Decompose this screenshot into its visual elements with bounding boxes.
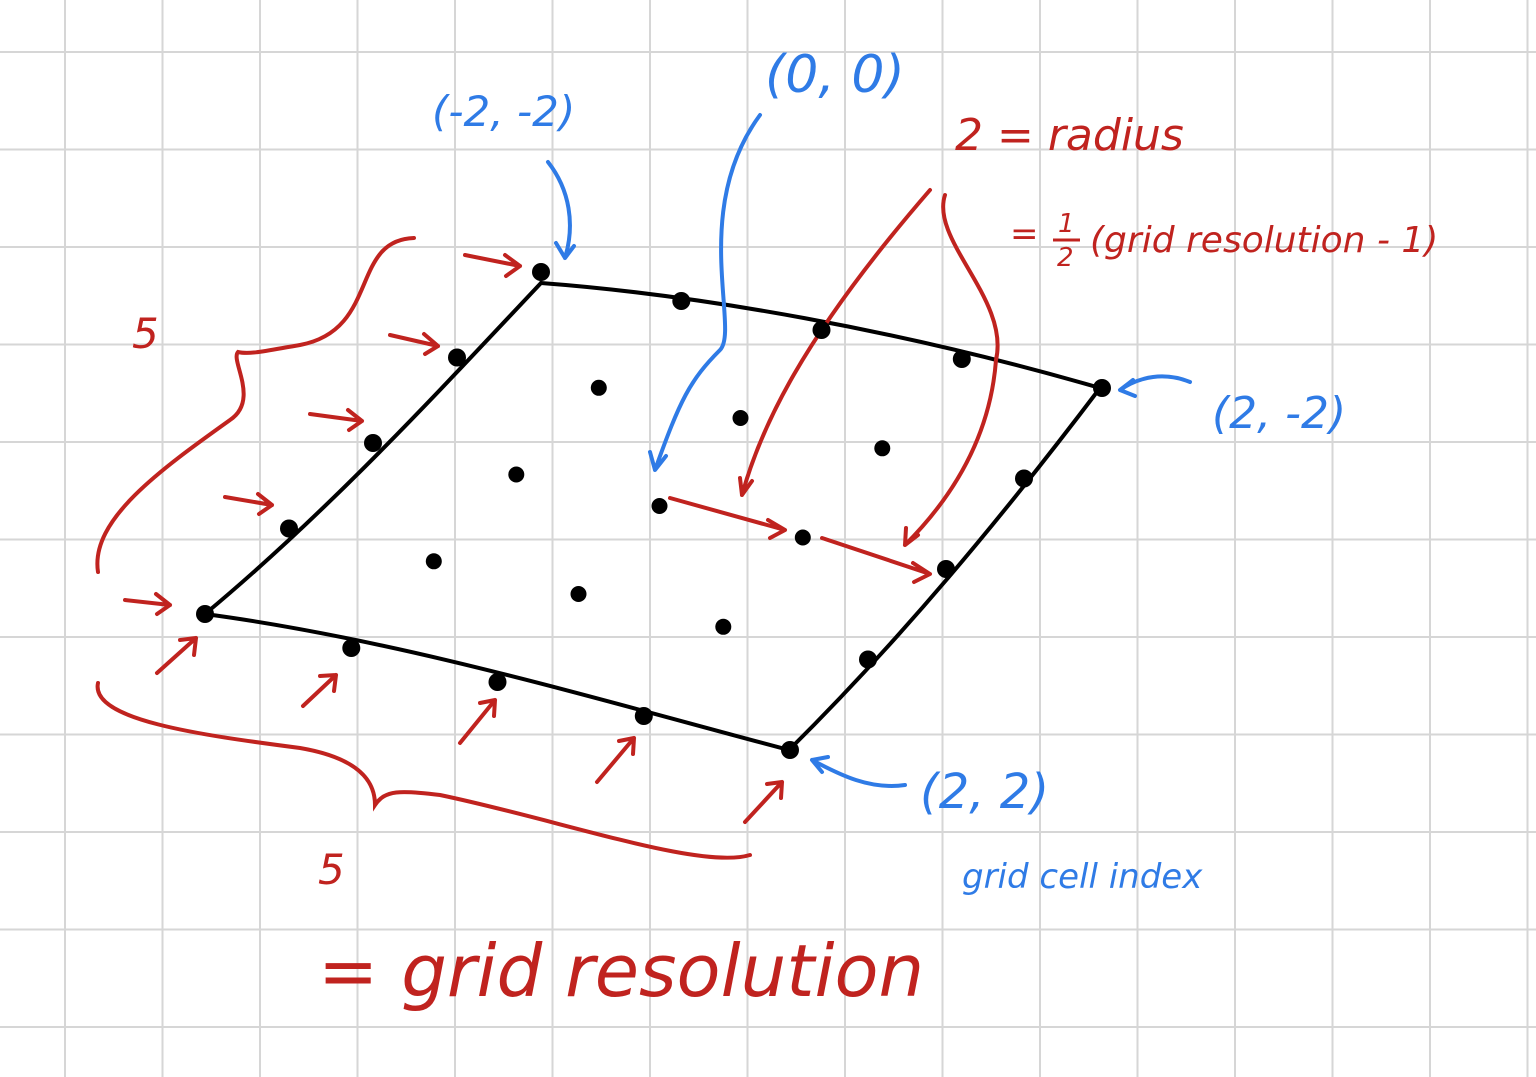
radius-arrows (668, 188, 1000, 584)
bottom-arrow-1 (155, 636, 198, 675)
grid-point (488, 673, 507, 691)
bottom-arrow-3 (458, 698, 497, 745)
radius-pointer-2 (903, 193, 1000, 547)
label-grid-resolution: = grid resolution (318, 929, 924, 1013)
label-count-bottom: 5 (318, 845, 345, 894)
grid-point (794, 529, 811, 546)
grid-point (280, 519, 298, 538)
grid-point (732, 410, 749, 426)
label-corner-top-left: (-2, -2) (432, 87, 575, 136)
grid-point (937, 560, 955, 578)
grid-points (196, 263, 1111, 759)
left-arrow-2 (388, 332, 440, 356)
pointer-top-right (1118, 374, 1192, 398)
radius-step-arrow-1 (668, 496, 787, 540)
grid-point (448, 348, 466, 367)
left-edge-arrows (123, 253, 522, 616)
grid-point (364, 434, 382, 452)
label-formula-equals: = (1010, 214, 1039, 254)
radius-pointer-1 (738, 188, 932, 497)
grid-point (952, 350, 971, 368)
grid-point (859, 650, 877, 669)
label-radius: 2 = radius (955, 110, 1184, 161)
bottom-arrow-5 (743, 780, 784, 824)
label-formula-denominator: 2 (1057, 243, 1074, 273)
radius-step-arrow-2 (820, 536, 932, 584)
bottom-edge-arrows (155, 636, 784, 824)
pointer-center (648, 113, 762, 472)
grid-point (634, 707, 653, 725)
pointer-top-left (546, 160, 576, 260)
outline-left-edge (203, 281, 543, 616)
grid-point (874, 440, 891, 457)
bottom-arrow-2 (301, 673, 338, 708)
grid-point (342, 639, 361, 657)
grid-point (781, 741, 799, 759)
left-arrow-4 (223, 492, 274, 516)
grid-point (196, 605, 214, 623)
grid-point (508, 466, 525, 483)
grid-point (532, 263, 550, 281)
outline-bottom-edge (203, 612, 791, 752)
grid-point (570, 586, 587, 602)
grid-point (812, 321, 831, 339)
grid-point (651, 498, 668, 514)
left-brace (95, 236, 416, 574)
outline-top-edge (539, 281, 1102, 390)
grid-point (672, 292, 691, 310)
label-corner-bottom-right: (2, 2) (920, 764, 1049, 820)
grid-point (715, 618, 732, 635)
label-corner-top-right: (2, -2) (1212, 388, 1346, 439)
blue-pointers (546, 113, 1192, 788)
bottom-arrow-4 (595, 736, 636, 784)
grid-point (590, 379, 607, 396)
left-arrow-1 (463, 253, 522, 278)
pointer-bottom-right (810, 755, 907, 788)
left-arrow-5 (123, 592, 172, 616)
grid-point (1015, 469, 1033, 488)
grid-point (1093, 379, 1111, 397)
grid-point (425, 553, 442, 570)
label-formula-body: (grid resolution - 1) (1090, 220, 1438, 261)
label-center: (0, 0) (765, 45, 905, 105)
label-formula-numerator: 1 (1058, 209, 1075, 239)
braces (95, 236, 752, 860)
bottom-brace (95, 681, 752, 860)
label-count-left: 5 (132, 309, 159, 358)
label-grid-cell-index: grid cell index (962, 857, 1203, 897)
left-arrow-3 (308, 408, 364, 432)
